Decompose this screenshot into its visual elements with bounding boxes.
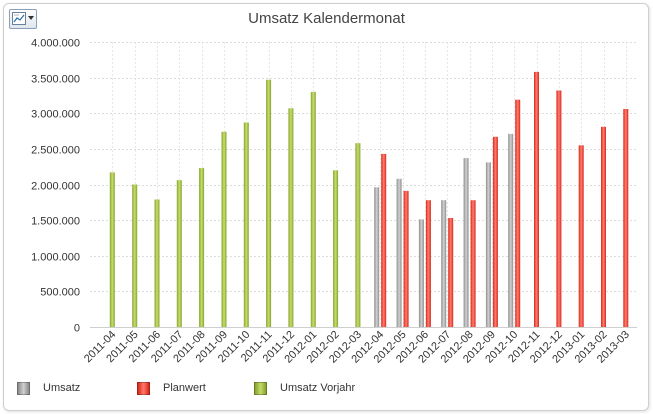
bar-planwert xyxy=(556,90,562,327)
legend-item-umsatz-vorjahr[interactable]: Umsatz Vorjahr xyxy=(254,380,355,396)
y-tick-label: 1.000.000 xyxy=(31,252,80,264)
y-tick-label: 2.000.000 xyxy=(31,181,80,193)
chevron-down-icon xyxy=(28,16,34,20)
bar-planwert xyxy=(601,126,606,327)
bar-umsatz-vorjahr xyxy=(266,79,272,327)
chart-type-icon xyxy=(12,12,26,25)
bar-umsatz-vorjahr xyxy=(109,172,115,327)
bar-umsatz-vorjahr xyxy=(221,131,227,327)
bar-planwert xyxy=(623,109,629,327)
bar-planwert xyxy=(381,153,387,327)
y-tick-label: 3.000.000 xyxy=(31,109,80,121)
bar-planwert xyxy=(425,200,431,327)
legend-label-planwert: Planwert xyxy=(163,382,206,394)
bar-umsatz xyxy=(508,133,514,327)
y-tick-label: 2.500.000 xyxy=(31,145,80,157)
bar-umsatz xyxy=(418,219,424,327)
chart-type-menu-button[interactable] xyxy=(9,9,37,29)
bar-planwert xyxy=(470,200,476,327)
legend-item-umsatz[interactable]: Umsatz xyxy=(17,380,80,396)
bar-umsatz-vorjahr xyxy=(355,143,361,327)
legend-label-umsatz-vorjahr: Umsatz Vorjahr xyxy=(280,382,356,394)
bar-planwert xyxy=(578,145,584,327)
legend-label-umsatz: Umsatz xyxy=(43,382,81,394)
legend-swatch-planwert xyxy=(137,381,150,395)
bar-umsatz-vorjahr xyxy=(288,108,294,327)
chart-title: Umsatz Kalendermonat xyxy=(248,10,405,27)
bar-umsatz-vorjahr xyxy=(154,199,160,327)
bar-umsatz xyxy=(485,162,491,327)
y-tick-label: 1.500.000 xyxy=(31,216,80,228)
bar-planwert xyxy=(492,136,498,327)
bar-umsatz xyxy=(396,178,402,327)
y-tick-label: 4.000.000 xyxy=(31,38,80,50)
bar-umsatz-vorjahr xyxy=(243,122,249,327)
bar-umsatz-vorjahr xyxy=(132,184,138,327)
bar-umsatz xyxy=(463,158,469,327)
bar-umsatz-vorjahr xyxy=(176,180,182,327)
bar-umsatz-vorjahr xyxy=(310,91,316,328)
bar-planwert xyxy=(534,71,539,328)
y-tick-label: 3.500.000 xyxy=(31,74,80,86)
bar-umsatz xyxy=(441,200,447,327)
bar-umsatz xyxy=(374,187,380,327)
legend-swatch-umsatz-vorjahr xyxy=(254,381,267,395)
bar-planwert xyxy=(515,99,521,327)
bar-umsatz-vorjahr xyxy=(333,170,339,328)
bar-planwert xyxy=(448,218,454,327)
legend-swatch-umsatz xyxy=(17,381,30,395)
y-tick-label: 500.000 xyxy=(40,287,80,299)
bar-planwert xyxy=(403,190,409,327)
bar-umsatz-vorjahr xyxy=(199,168,205,327)
y-tick-label: 0 xyxy=(74,323,80,335)
legend-item-planwert[interactable]: Planwert xyxy=(137,380,206,396)
